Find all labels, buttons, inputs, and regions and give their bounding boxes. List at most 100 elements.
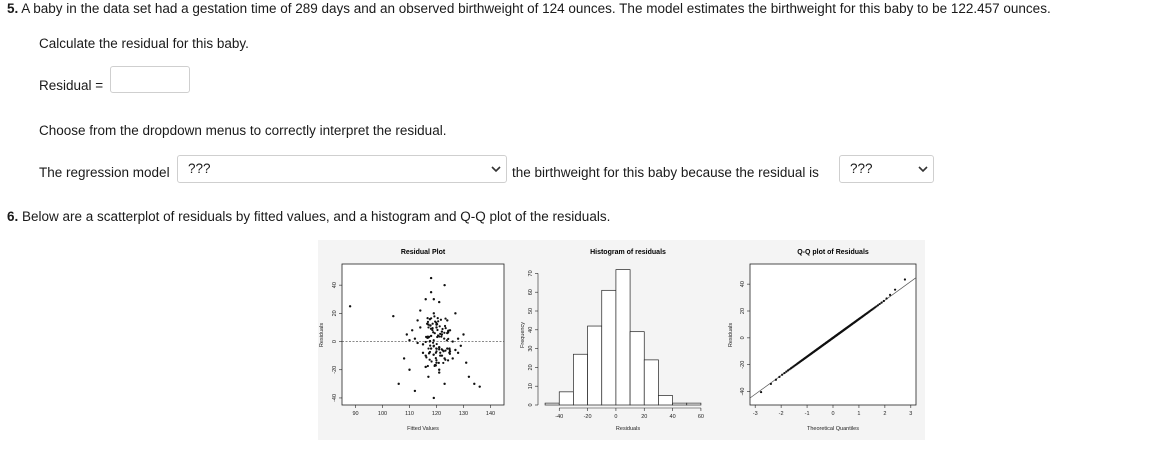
residual-point [438,348,441,351]
residual-point [431,341,435,344]
residual-point [425,322,429,325]
residual-point [454,348,457,352]
residual-point [426,364,429,368]
qq-x-tick-label: -3 [753,411,758,417]
residual-point [440,354,444,357]
qq-y-tick-label: -20 [740,361,746,369]
residual-point [444,327,447,330]
residual-point [443,337,446,340]
residual-point [429,291,433,294]
residual-point [429,334,433,338]
histogram-bar [658,395,673,406]
residual-point [444,349,447,352]
qq-point [893,288,897,291]
sentence-start: The regression model [39,165,170,180]
residual-point [439,332,442,335]
residual-point [429,324,432,327]
qq-point [786,369,790,372]
qq-y-axis-label: Residuals [728,323,734,347]
histogram-bar [615,269,631,406]
residual-point [426,320,430,323]
histogram-title: Histogram of residuals [590,249,666,256]
residual-point [439,354,442,357]
residual-point [435,361,438,364]
residual-point [432,345,435,348]
residual-point [424,365,427,369]
residual-point [426,316,429,320]
residual-point [402,357,406,360]
residual-x-tick-label: 100 [378,411,387,417]
residual-point [432,298,435,301]
residual-point [413,337,417,340]
residual-point [416,319,419,322]
residual-point [440,333,444,336]
question-6-number: 6. [7,209,19,224]
residual-point [435,347,438,350]
residual-point [436,334,440,337]
residual-point [444,358,447,361]
qq-y-tick-label: 0 [740,336,746,339]
qq-x-tick-label: 0 [831,411,834,417]
residual-x-axis-label: Fitted Values [407,426,439,432]
chevron-down-icon [918,166,928,173]
histogram-y-tick-label: 50 [528,308,534,314]
residual-point [419,326,422,329]
residual-point [438,325,441,328]
residual-point [436,328,439,332]
residual-point [427,375,430,378]
residual-point [431,322,434,325]
residual-point [456,337,460,340]
residual-point [439,318,443,321]
qq-point [774,378,778,381]
residual-point [443,324,447,328]
histogram-x-tick-label: 20 [641,414,647,420]
residual-point [442,361,445,365]
residual-point [411,329,414,332]
residual-point [454,312,457,315]
residual-point [437,320,440,323]
histogram-bar [643,359,659,406]
residual-point [429,344,432,347]
residual-point [430,360,433,363]
residual-point [442,350,445,353]
residual-point [459,344,462,347]
residual-point [429,276,433,280]
residual-point [438,346,441,349]
residual-point [446,319,449,322]
residual-point [445,339,449,342]
residual-plot-frame [341,263,505,406]
residual-x-tick-label: 110 [405,411,414,417]
histogram-y-tick-label: 60 [528,289,534,295]
qq-y-tick-label: 40 [740,281,746,287]
question-6-prompt: Below are a scatterplot of residuals by … [18,209,611,224]
qq-point [783,371,786,375]
histogram-x-tick-label: 40 [670,414,676,420]
question-6-text: 6. Below are a scatterplot of residuals … [7,209,610,224]
histogram-x-axis-label: Residuals [616,426,640,432]
residual-point [428,318,432,321]
residual-label: Residual = [39,78,104,93]
qq-plot-frame [749,263,917,406]
residual-point [447,329,450,332]
residual-point [421,343,425,346]
residual-plots-panel: Residual Plot 90 100 110 120 130 140 -40 -20 0 20 4… [318,240,925,440]
residual-point [397,382,400,386]
interpretation-select-2[interactable]: ??? [839,155,934,183]
histogram-x-tick-label: 0 [614,414,617,420]
qq-point [759,390,763,394]
residual-point [433,315,436,318]
histogram-bar [587,325,603,406]
residual-point [447,337,450,340]
residual-point [431,327,434,330]
residual-y-tick-label: 0 [332,340,338,343]
qq-x-tick-label: 1 [857,411,860,417]
residual-point [427,347,430,350]
interpretation-select-1[interactable]: ??? [177,155,507,183]
residual-point [432,396,435,400]
histogram-bar [601,289,617,406]
select-2-value: ??? [850,161,873,176]
residual-point [424,354,427,357]
residual-point [348,305,352,308]
residual-point [448,352,451,355]
residual-input[interactable] [110,66,190,93]
